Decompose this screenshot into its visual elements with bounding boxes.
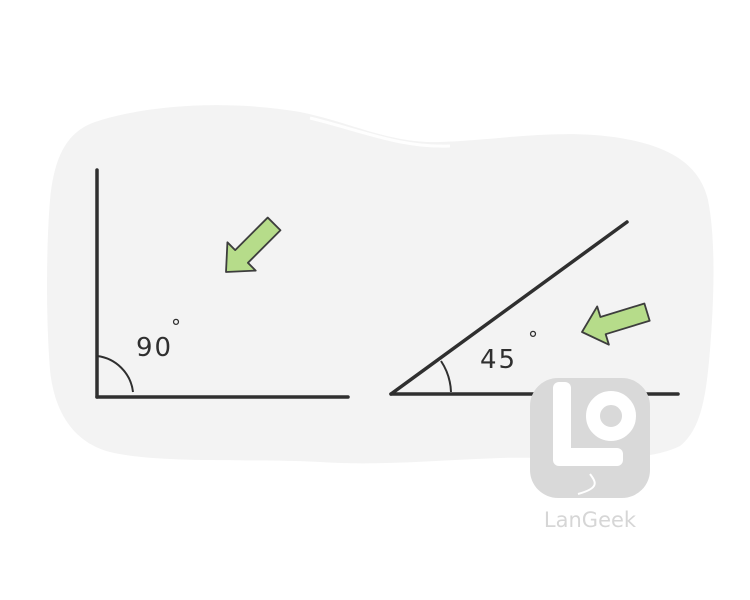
background-blob-stroke	[509, 126, 661, 146]
right-angle-arc	[96, 355, 134, 393]
langeek-logo-icon	[530, 378, 650, 498]
watermark-brand-text: LanGeek	[544, 508, 637, 532]
acute-angle-slanted-ray	[389, 220, 629, 396]
background-blob-stroke	[309, 116, 451, 148]
right-angle-degree-symbol: °	[171, 315, 181, 339]
acute-angle-value: 45	[480, 345, 517, 375]
acute-angle-arc	[440, 360, 452, 393]
acute-angle-degree-symbol: °	[528, 327, 538, 351]
arrow-icon	[225, 216, 282, 273]
right-angle-value: 90	[136, 333, 173, 363]
right-angle-figure: 90 °	[95, 168, 350, 399]
arrow-icon	[581, 302, 651, 346]
background-blob	[47, 105, 714, 464]
